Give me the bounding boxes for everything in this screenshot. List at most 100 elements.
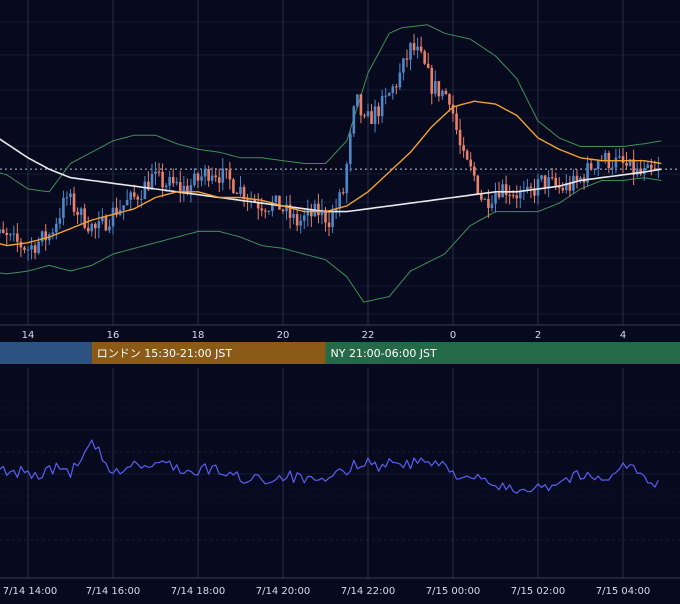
candle-body-177 [611, 168, 614, 169]
candle-body-84 [282, 210, 285, 212]
candle-body-54 [175, 182, 178, 183]
candle-body-110 [374, 106, 377, 124]
candle-body-19 [51, 232, 54, 234]
candle-body-67 [221, 168, 224, 182]
candle-body-161 [554, 178, 557, 186]
candle-body-49 [158, 172, 161, 173]
candle-body-71 [236, 193, 239, 194]
lower-axis-tick-0: 7/14 14:00 [3, 586, 57, 597]
candle-body-28 [83, 208, 86, 227]
upper-axis-tick-3: 20 [277, 330, 290, 341]
candle-body-158 [544, 175, 547, 187]
candle-body-44 [140, 199, 143, 200]
candle-body-8 [13, 233, 16, 234]
lower-axis-tick-3: 7/14 20:00 [256, 586, 310, 597]
candle-body-47 [151, 174, 154, 190]
candle-body-143 [491, 204, 494, 208]
candle-body-173 [597, 160, 600, 169]
candle-body-122 [416, 47, 419, 51]
candle-body-62 [204, 169, 207, 176]
candle-body-23 [66, 197, 69, 198]
candle-body-43 [136, 197, 139, 200]
candle-124 [423, 50, 426, 66]
candle-body-102 [345, 164, 348, 193]
candle-body-112 [381, 96, 384, 116]
candle-body-30 [90, 224, 93, 231]
candle-body-80 [268, 211, 271, 212]
candle-body-107 [363, 115, 366, 116]
candle-body-58 [190, 185, 193, 194]
candle-body-189 [654, 168, 657, 169]
candle-body-97 [328, 223, 331, 227]
candle-body-13 [30, 245, 33, 249]
candle-body-111 [377, 106, 380, 116]
candle-body-94 [317, 204, 320, 215]
candle-body-119 [406, 58, 409, 59]
lower-axis-tick-2: 7/14 18:00 [171, 586, 225, 597]
candle-body-137 [469, 160, 472, 167]
candle-body-160 [551, 177, 554, 178]
candle-body-68 [225, 168, 228, 169]
lower-axis-tick-1: 7/14 16:00 [86, 586, 140, 597]
candle-body-20 [55, 224, 58, 233]
candle-body-123 [420, 47, 423, 52]
candle-body-150 [515, 195, 518, 198]
candle-body-147 [505, 184, 508, 195]
candle-body-7 [9, 234, 12, 235]
candle-body-106 [360, 94, 363, 115]
candle-body-40 [126, 200, 129, 205]
candle-body-145 [498, 193, 501, 197]
candle-body-156 [537, 179, 540, 195]
candle-body-131 [448, 94, 451, 104]
candle-body-179 [618, 156, 621, 157]
candle-body-10 [20, 242, 23, 248]
candle-body-16 [41, 231, 44, 241]
upper-axis-tick-4: 22 [362, 330, 375, 341]
upper-axis-tick-7: 4 [620, 330, 626, 341]
candle-body-22 [62, 198, 65, 218]
candle-body-31 [94, 224, 97, 228]
candle-body-12 [27, 250, 30, 251]
upper-axis-tick-0: 14 [22, 330, 35, 341]
candle-body-141 [484, 199, 487, 200]
candle-body-50 [161, 172, 164, 188]
session-label-2: NY 21:00-06:00 JST [331, 347, 438, 360]
candle-body-144 [494, 193, 497, 204]
candle-body-52 [168, 177, 171, 186]
candle-body-70 [232, 179, 235, 193]
candle-body-124 [423, 51, 426, 63]
candle-body-149 [512, 195, 515, 196]
candle-body-89 [299, 221, 302, 226]
candle-body-133 [455, 114, 458, 130]
candle-body-45 [144, 182, 147, 199]
candle-body-142 [487, 199, 490, 208]
candle-body-63 [207, 169, 210, 181]
candle-body-83 [278, 196, 281, 210]
candle-body-120 [409, 43, 412, 60]
candle-83 [278, 196, 281, 210]
candle-body-180 [622, 156, 625, 163]
candle-body-41 [129, 192, 132, 200]
candle-body-36 [112, 208, 115, 227]
candle-body-163 [561, 188, 564, 190]
candle-body-6 [5, 233, 8, 235]
candle-body-146 [501, 184, 504, 197]
lower-axis-tick-6: 7/15 02:00 [511, 586, 565, 597]
candle-70 [232, 178, 235, 194]
candle-body-60 [197, 174, 200, 181]
candle-body-27 [80, 208, 83, 215]
candle-body-118 [402, 58, 405, 72]
upper-axis-tick-6: 2 [535, 330, 541, 341]
candle-body-105 [356, 94, 359, 106]
candle-body-157 [540, 175, 543, 179]
candle-body-21 [59, 218, 62, 224]
candle-body-9 [16, 233, 19, 241]
candle-105 [356, 94, 359, 108]
candle-body-154 [530, 187, 533, 189]
candle-body-65 [214, 176, 217, 178]
candle-body-188 [650, 165, 653, 169]
candle-body-55 [179, 182, 182, 191]
candle-body-114 [388, 93, 391, 96]
lower-axis-tick-7: 7/15 04:00 [596, 586, 650, 597]
